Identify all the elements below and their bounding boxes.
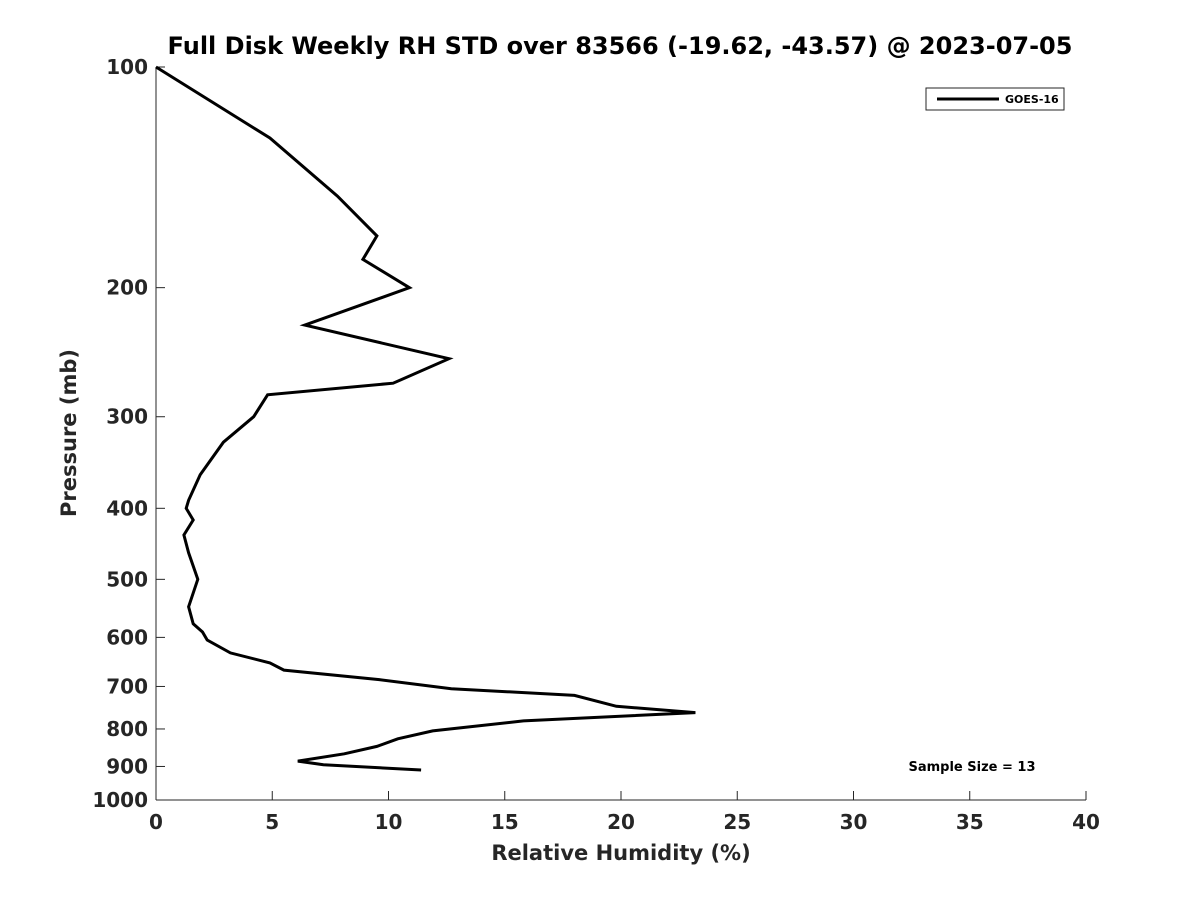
x-tick-label: 15 [491,810,519,834]
x-tick-label: 20 [607,810,635,834]
series-group [155,65,696,772]
y-tick-label: 100 [106,55,148,79]
plot-area [156,67,1086,800]
legend-label-goes-16: GOES-16 [1005,93,1059,106]
x-tick-label: 0 [149,810,163,834]
x-axis-label: Relative Humidity (%) [491,841,750,865]
x-tick-label: 40 [1072,810,1100,834]
sample-size-annotation: Sample Size = 13 [908,760,1035,775]
series-line-goes-16 [155,65,696,772]
y-tick-label: 600 [106,625,148,649]
x-tick-label: 30 [840,810,868,834]
y-tick-label: 200 [106,276,148,300]
y-tick-label: 500 [106,567,148,591]
chart-title: Full Disk Weekly RH STD over 83566 (-19.… [168,32,1073,60]
x-tick-label: 5 [265,810,279,834]
x-axis-ticks: 0 5 10 15 20 25 30 35 40 [149,791,1100,834]
x-tick-label: 25 [723,810,751,834]
y-tick-label: 900 [106,754,148,778]
y-tick-label: 700 [106,674,148,698]
y-tick-label: 800 [106,717,148,741]
x-tick-label: 35 [956,810,984,834]
y-axis-ticks: 100 200 300 400 500 600 700 800 900 1000 [92,55,165,812]
y-tick-label: 400 [106,496,148,520]
y-tick-label: 300 [106,405,148,429]
x-tick-label: 10 [375,810,403,834]
legend: GOES-16 [925,87,1065,111]
y-axis-label: Pressure (mb) [57,349,81,517]
y-tick-label: 1000 [92,788,148,812]
